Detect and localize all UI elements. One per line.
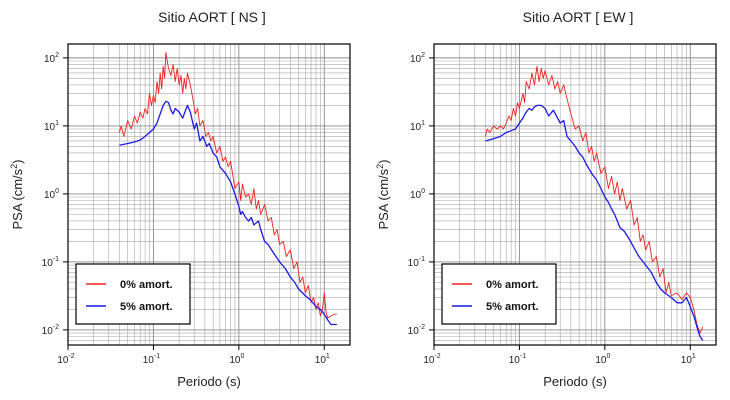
legend-label: 5% amort. bbox=[486, 301, 539, 313]
legend-label: 0% amort. bbox=[120, 279, 173, 291]
x-tick-label: 10-2 bbox=[423, 353, 440, 366]
chart-panel-1: Sitio AORT [ EW ] 10-2 10-1 100 101 10-2 10-1 1… bbox=[375, 9, 717, 389]
y-tick-label: 102 bbox=[410, 52, 425, 65]
plot-frame bbox=[433, 43, 717, 346]
x-tick-label: 10-2 bbox=[57, 353, 74, 366]
chart-title: Sitio AORT [ NS ] bbox=[158, 9, 266, 25]
y-tick-label: 10-2 bbox=[42, 324, 59, 337]
y-tick-label: 100 bbox=[410, 188, 425, 201]
x-axis-label: Periodo (s) bbox=[177, 374, 241, 389]
x-axis-label: Periodo (s) bbox=[543, 374, 607, 389]
series-line-undamped bbox=[484, 65, 704, 334]
y-tick-label: 10-1 bbox=[42, 256, 59, 269]
y-tick-label: 101 bbox=[44, 120, 59, 133]
legend: 0% amort. 5% amort. bbox=[441, 263, 557, 325]
y-tick-label: 10-1 bbox=[408, 256, 425, 269]
legend-box bbox=[441, 263, 557, 325]
legend-label: 0% amort. bbox=[486, 279, 539, 291]
y-tick-label: 100 bbox=[44, 188, 59, 201]
x-tick-label: 100 bbox=[595, 353, 610, 366]
x-tick-label: 10-1 bbox=[143, 353, 160, 366]
y-axis-label: PSA (cm/s2) bbox=[9, 159, 25, 229]
y-axis-label: PSA (cm/s2) bbox=[375, 159, 391, 229]
series-line-damped bbox=[485, 104, 704, 341]
series-line-undamped bbox=[118, 52, 337, 319]
x-tick-label: 100 bbox=[229, 353, 244, 366]
y-tick-label: 10-2 bbox=[408, 324, 425, 337]
series-line-damped bbox=[119, 100, 337, 326]
x-tick-label: 101 bbox=[681, 353, 696, 366]
chart-panel-0: Sitio AORT [ NS ] 10-2 10-1 100 101 10-2 10-1 1… bbox=[9, 9, 351, 389]
legend: 0% amort. 5% amort. bbox=[75, 263, 191, 325]
chart-title: Sitio AORT [ EW ] bbox=[523, 9, 634, 25]
x-tick-label: 10-1 bbox=[509, 353, 526, 366]
legend-box bbox=[75, 263, 191, 325]
y-tick-label: 101 bbox=[410, 120, 425, 133]
legend-label: 5% amort. bbox=[120, 301, 173, 313]
plot-frame bbox=[67, 43, 351, 346]
x-tick-label: 101 bbox=[315, 353, 330, 366]
y-tick-label: 102 bbox=[44, 52, 59, 65]
